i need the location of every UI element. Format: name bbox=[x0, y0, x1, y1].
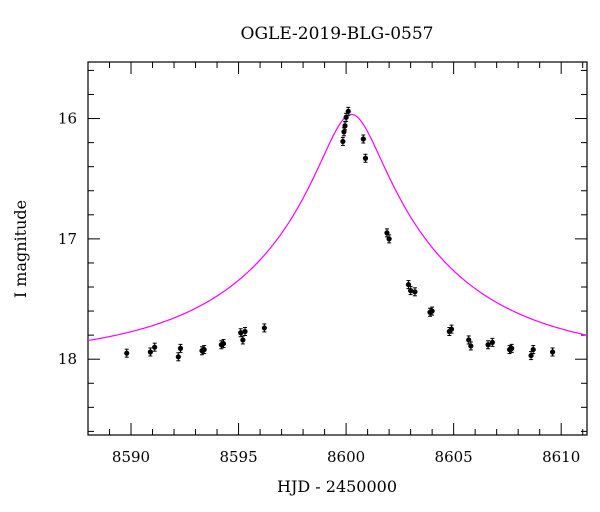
data-point bbox=[340, 136, 346, 146]
point-marker bbox=[238, 330, 244, 336]
point-marker bbox=[147, 349, 153, 355]
point-marker bbox=[261, 325, 267, 331]
point-marker bbox=[485, 342, 491, 348]
y-tick-label: 18 bbox=[58, 350, 77, 368]
point-marker bbox=[242, 328, 248, 335]
data-point bbox=[468, 341, 474, 351]
point-marker bbox=[341, 129, 347, 135]
x-tick-labels: 8590 8595 8600 8605 8610 bbox=[112, 448, 580, 466]
point-marker bbox=[549, 349, 556, 355]
point-marker bbox=[530, 346, 536, 353]
point-marker bbox=[201, 346, 207, 353]
x-tick-label: 8590 bbox=[112, 448, 150, 466]
point-marker bbox=[448, 326, 455, 332]
point-marker bbox=[386, 236, 392, 242]
data-point bbox=[240, 335, 246, 345]
point-marker bbox=[429, 308, 435, 314]
data-point bbox=[405, 280, 412, 290]
axis-ticks bbox=[87, 62, 587, 435]
point-marker bbox=[220, 340, 227, 347]
data-point bbox=[261, 323, 267, 333]
point-marker bbox=[528, 352, 534, 359]
data-point bbox=[343, 112, 349, 122]
x-tick-label: 8610 bbox=[542, 448, 580, 466]
data-point bbox=[238, 328, 244, 338]
point-marker bbox=[384, 230, 390, 236]
data-point bbox=[220, 339, 227, 349]
data-point bbox=[345, 106, 351, 116]
data-point bbox=[408, 286, 414, 296]
data-point bbox=[530, 345, 536, 355]
data-point bbox=[429, 306, 435, 316]
data-point bbox=[549, 347, 556, 357]
point-marker bbox=[509, 345, 515, 351]
data-point bbox=[175, 352, 181, 362]
data-point bbox=[342, 121, 348, 131]
data-point bbox=[362, 153, 369, 163]
data-point bbox=[242, 327, 248, 337]
x-tick-label: 8600 bbox=[327, 448, 365, 466]
data-point bbox=[509, 343, 515, 353]
point-marker bbox=[360, 136, 366, 142]
point-marker bbox=[340, 138, 346, 145]
point-marker bbox=[175, 354, 181, 360]
point-marker bbox=[345, 108, 351, 114]
data-point bbox=[489, 337, 495, 347]
point-marker bbox=[240, 337, 246, 343]
data-point bbox=[201, 345, 207, 355]
data-point bbox=[412, 287, 418, 297]
x-tick-label: 8595 bbox=[219, 448, 257, 466]
point-marker bbox=[124, 350, 130, 356]
data-point bbox=[177, 343, 184, 353]
data-point bbox=[485, 340, 491, 350]
y-axis-label: I magnitude bbox=[11, 200, 30, 298]
data-point bbox=[147, 347, 153, 357]
data-point bbox=[448, 324, 455, 334]
x-axis-label: HJD - 2450000 bbox=[277, 477, 397, 496]
point-marker bbox=[405, 281, 412, 288]
data-point bbox=[360, 134, 366, 144]
point-marker bbox=[342, 123, 348, 129]
point-marker bbox=[343, 114, 349, 120]
data-point bbox=[466, 335, 472, 345]
model-curve bbox=[87, 113, 588, 342]
point-marker bbox=[466, 337, 472, 343]
point-marker bbox=[412, 289, 418, 295]
y-tick-labels: 16 17 18 bbox=[58, 110, 77, 369]
plot-frame bbox=[87, 61, 588, 436]
y-tick-label: 17 bbox=[58, 230, 77, 248]
data-point bbox=[341, 127, 347, 137]
point-marker bbox=[152, 344, 158, 350]
data-points bbox=[124, 106, 556, 362]
point-marker bbox=[468, 343, 474, 349]
y-tick-label: 16 bbox=[58, 110, 77, 128]
x-tick-label: 8605 bbox=[435, 448, 473, 466]
data-point bbox=[124, 348, 130, 358]
data-point bbox=[152, 342, 158, 352]
data-point bbox=[384, 228, 390, 238]
point-marker bbox=[489, 339, 495, 345]
point-marker bbox=[408, 288, 414, 294]
data-point bbox=[386, 234, 392, 244]
point-marker bbox=[177, 345, 184, 351]
chart-title: OGLE-2019-BLG-0557 bbox=[241, 24, 434, 44]
point-marker bbox=[362, 155, 369, 161]
